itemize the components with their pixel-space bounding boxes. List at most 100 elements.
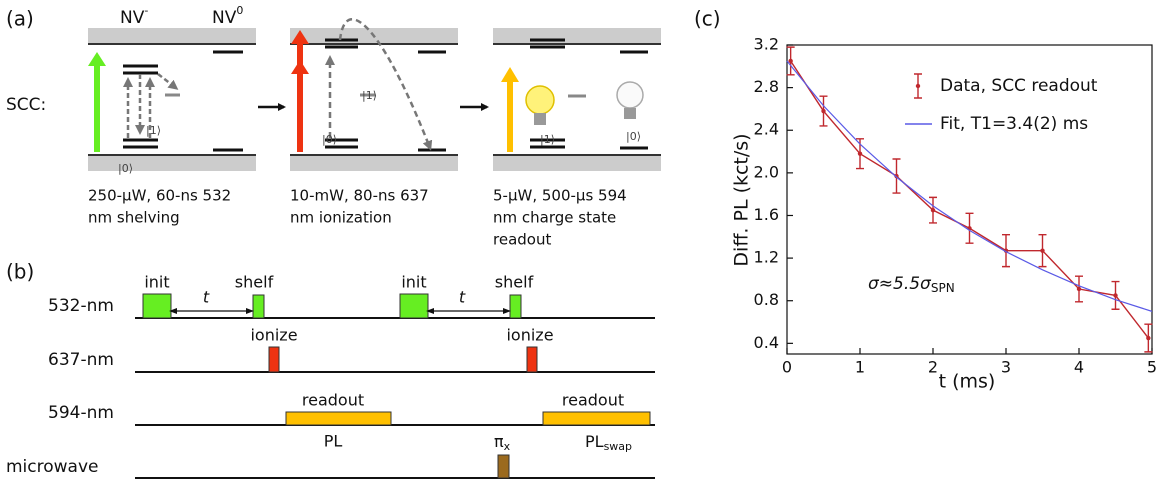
- pulse-label: readout: [562, 391, 624, 410]
- signal-sub: swap: [604, 440, 632, 453]
- x-tick-label: 3: [1001, 358, 1011, 377]
- legend-marker: [915, 83, 921, 89]
- band: [88, 28, 256, 44]
- panel-a: (a) NV- NV0 SCC: |0⟩ |1⟩ 250-μW, 60-ns 5…: [6, 4, 661, 249]
- pulse-label: shelf: [235, 273, 274, 292]
- pulse-sub: x: [504, 440, 511, 453]
- level-label: |0⟩: [626, 130, 641, 143]
- x-tick-label: 4: [1074, 358, 1084, 377]
- y-tick-label: 2.8: [754, 77, 779, 96]
- state-base: NV: [120, 8, 145, 28]
- panel-label: (b): [6, 260, 34, 284]
- levels: [325, 38, 446, 152]
- data-point: [1040, 248, 1045, 253]
- pulse-label: init: [144, 273, 169, 292]
- laser-arrowhead: [291, 30, 309, 44]
- diagram-readout: |1⟩ |0⟩ 5-μW, 500-μs 594 nm charge state…: [493, 28, 661, 249]
- y-axis-label: Diff. PL (kct/s): [731, 133, 753, 266]
- fit-line: [786, 60, 1153, 312]
- data-line: [790, 60, 1149, 339]
- legend-label: Fit, T1=3.4(2) ms: [940, 114, 1088, 134]
- caption: 250-μW, 60-ns 532: [88, 187, 231, 205]
- caption: nm shelving: [88, 209, 180, 227]
- y-tick-label: 1.6: [754, 205, 779, 224]
- data-point: [1113, 293, 1118, 298]
- transitions: [325, 18, 433, 151]
- annotation-sub: SPN: [931, 281, 955, 295]
- signal-label: PLswap: [585, 432, 632, 454]
- pulse-label: ionize: [250, 326, 297, 345]
- x-tick-label: 2: [928, 358, 938, 377]
- delay-label: t: [459, 288, 466, 307]
- pulses: [142, 293, 651, 479]
- panel-c: (c) t (ms) Diff. PL (kct/s) σ≈5.5σSPN 0 1…: [694, 7, 1157, 393]
- plot-frame: [786, 44, 1153, 355]
- data-point: [930, 207, 936, 213]
- caption: nm charge state: [493, 209, 616, 227]
- laser-arrowhead: [501, 67, 519, 82]
- band: [493, 28, 661, 44]
- y-tick-label: 3.2: [754, 35, 779, 54]
- channel-label: microwave: [6, 457, 99, 477]
- level-label: |0⟩: [322, 133, 337, 146]
- data-point: [857, 151, 863, 156]
- state-sup: 0: [236, 4, 243, 17]
- pulse-main: π: [494, 432, 504, 451]
- level-label: |1⟩: [146, 124, 161, 137]
- delay-label: t: [203, 288, 210, 307]
- y-tick-label: 2.0: [754, 162, 779, 181]
- levels: [123, 50, 243, 152]
- levels: [530, 38, 648, 150]
- diagram-shelving: |0⟩ |1⟩ 250-μW, 60-ns 532 nm shelving: [88, 28, 256, 227]
- band: [88, 155, 256, 171]
- bulb-on: [525, 85, 555, 125]
- x-axis-label: t (ms): [939, 371, 996, 393]
- pulse-label: readout: [302, 391, 364, 410]
- channel-label: 532-nm: [48, 296, 114, 316]
- panel-b: (b) 532-nm 637-nm 594-nm microwave init …: [6, 260, 655, 479]
- pulse-label: init: [401, 273, 426, 292]
- diagram-ionization: |0⟩ |1⟩ 10-mW, 80-ns 637 nm ionization: [290, 18, 458, 227]
- sequence-label: SCC:: [6, 95, 46, 115]
- y-tick-label: 1.2: [754, 248, 779, 267]
- channel-label: 637-nm: [48, 350, 114, 370]
- y-tick-label: 0.8: [754, 290, 779, 309]
- data-point: [788, 58, 793, 64]
- data-point: [894, 173, 899, 179]
- caption: 5-μW, 500-μs 594: [493, 187, 627, 205]
- state-base: NV: [212, 8, 237, 28]
- transitions: [123, 73, 179, 138]
- signal-main: PL: [585, 432, 604, 451]
- y-tick-label: 0.4: [754, 333, 779, 352]
- band: [290, 155, 458, 171]
- x-tick-label: 0: [782, 358, 792, 377]
- caption: nm ionization: [290, 209, 392, 227]
- panel-label: (c): [694, 7, 721, 31]
- annotation-main: σ≈5.5σ: [868, 274, 932, 294]
- pulse-label: shelf: [495, 273, 534, 292]
- pulse-label: πx: [494, 432, 511, 454]
- caption: 10-mW, 80-ns 637: [290, 187, 429, 205]
- data-point: [1146, 335, 1151, 341]
- bulb-off: [616, 81, 644, 119]
- state-sup: -: [144, 4, 148, 17]
- level-label: |1⟩: [540, 133, 555, 146]
- data-point: [821, 108, 826, 114]
- x-tick-label: 1: [855, 358, 865, 377]
- laser-arrowhead: [291, 60, 309, 74]
- annotation: σ≈5.5σSPN: [868, 274, 955, 295]
- level-label: |1⟩: [362, 89, 377, 102]
- level-label: |0⟩: [118, 162, 133, 175]
- panel-label: (a): [6, 7, 34, 31]
- state-label: NV0: [212, 4, 243, 28]
- state-label: NV-: [120, 4, 148, 28]
- data-point: [1076, 286, 1082, 292]
- x-tick-label: 5: [1147, 358, 1157, 377]
- laser-arrowhead: [88, 52, 106, 66]
- signal-label: PL: [324, 432, 343, 451]
- y-tick-label: 2.4: [754, 120, 779, 139]
- channel-label: 594-nm: [48, 403, 114, 423]
- caption: readout: [493, 231, 551, 249]
- legend-label: Data, SCC readout: [940, 76, 1098, 96]
